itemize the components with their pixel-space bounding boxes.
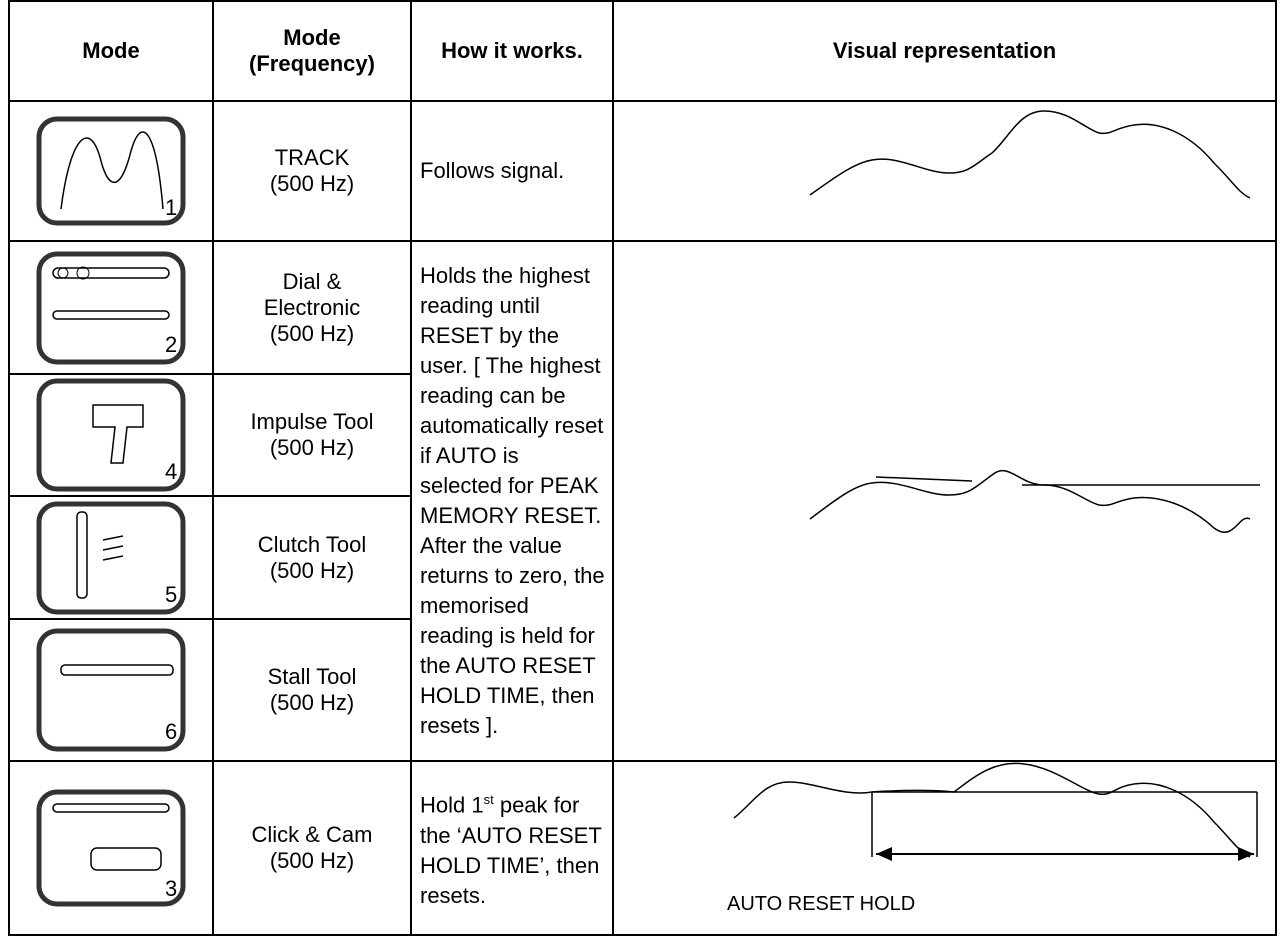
row: 2 Dial & Electronic (500 Hz) Holds the hig…: [8, 240, 1277, 762]
icon-number: 2: [165, 332, 177, 357]
icon-number: 6: [165, 719, 177, 744]
mode-frequency: (500 Hz): [269, 171, 355, 196]
header-cell: How it works.: [410, 0, 614, 102]
mode-cell: TRACK (500 Hz): [212, 100, 412, 242]
superscript: st: [483, 792, 494, 808]
mode-icon: 3: [36, 789, 186, 907]
mode-cell: Dial & Electronic (500 Hz): [212, 240, 412, 375]
row: 3 Click & Cam (500 Hz) Hold 1st peak for …: [8, 760, 1277, 936]
icon-number: 5: [165, 582, 177, 607]
row: 6 Stall Tool (500 Hz): [8, 618, 1276, 762]
mode-frequency: (500 Hz): [269, 435, 355, 460]
mode-frequency: (500 Hz): [269, 848, 355, 873]
mode-name: Stall Tool: [267, 664, 357, 689]
row: 5 Clutch Tool (500 Hz): [8, 495, 1276, 620]
description-cell: Holds the highest reading until RESET by…: [410, 240, 614, 762]
visual-cell: AUTO RESET HOLD: [612, 760, 1277, 936]
header-line: (Frequency): [249, 51, 375, 76]
mode-frequency: (500 Hz): [269, 690, 355, 715]
row: 1 TRACK (500 Hz) Follows signal.: [8, 100, 1277, 242]
mode-cell: Impulse Tool (500 Hz): [212, 373, 412, 497]
header-cell: Mode: [8, 0, 214, 102]
header-row: Mode Mode (Frequency) How it works. Visua…: [8, 0, 1277, 102]
description-cell: Hold 1st peak for the ‘AUTO RESET HOLD T…: [410, 760, 614, 936]
header-line: Mode: [283, 25, 341, 50]
visual-cell: [612, 240, 1277, 762]
mode-frequency: (500 Hz): [269, 320, 355, 346]
mode-name: TRACK: [274, 145, 350, 170]
signal-graph: AUTO RESET HOLD: [727, 762, 1258, 915]
mode-frequency: (500 Hz): [269, 557, 355, 583]
icon-cell: 2: [8, 240, 214, 375]
mode-name: Clutch Tool: [257, 531, 367, 557]
mode-name: Click & Cam: [251, 822, 373, 847]
icon-cell: 3: [8, 760, 214, 936]
signal-graph: [809, 110, 1251, 199]
mode-icon: 1: [36, 116, 186, 226]
mode-icon: 2: [36, 251, 186, 364]
mode-table: Mode Mode (Frequency) How it works. Visua…: [8, 0, 1277, 936]
signal-graph: [809, 469, 1260, 533]
icon-number: 1: [165, 195, 177, 220]
mode-icon: 5: [36, 501, 186, 614]
icon-number: 3: [165, 876, 177, 901]
mode-icon: 4: [36, 378, 186, 492]
mode-icon: 6: [36, 628, 186, 752]
mode-cell: Clutch Tool (500 Hz): [212, 495, 412, 620]
mode-name: Electronic: [263, 294, 361, 320]
icon-number: 4: [165, 459, 177, 484]
header-cell: Mode (Frequency): [212, 0, 412, 102]
description-text: peak for the ‘AUTO RESET HOLD TIME’, the…: [420, 792, 602, 908]
icon-cell: 1: [8, 100, 214, 242]
description-text: Hold 1: [420, 792, 484, 818]
header-cell: Visual representation: [612, 0, 1277, 102]
icon-cell: 4: [8, 373, 214, 497]
visual-cell: [612, 100, 1277, 242]
mode-name: Impulse Tool: [250, 409, 374, 434]
mode-cell: Stall Tool (500 Hz): [212, 618, 412, 762]
icon-cell: 5: [8, 495, 214, 620]
mode-cell: Click & Cam (500 Hz): [212, 760, 412, 936]
visual-label: AUTO RESET HOLD: [727, 893, 915, 915]
mode-name: Dial &: [282, 268, 342, 294]
description-cell: Follows signal.: [410, 100, 614, 242]
row: 4 Impulse Tool (500 Hz): [8, 373, 1276, 497]
icon-cell: 6: [8, 618, 214, 762]
